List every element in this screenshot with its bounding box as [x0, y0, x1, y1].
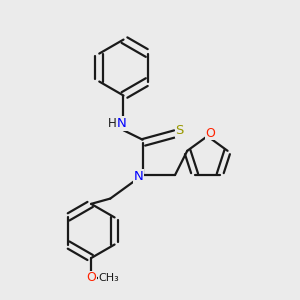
Text: CH₃: CH₃	[98, 273, 119, 283]
Text: N: N	[117, 117, 127, 130]
Text: O: O	[206, 127, 215, 140]
Text: N: N	[133, 170, 143, 183]
Text: S: S	[175, 124, 184, 137]
Text: H: H	[108, 117, 117, 130]
Text: O: O	[86, 271, 96, 284]
